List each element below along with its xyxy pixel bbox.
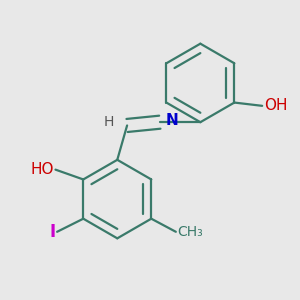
Text: HO: HO xyxy=(30,162,54,177)
Text: N: N xyxy=(166,113,178,128)
Text: I: I xyxy=(50,223,56,241)
Text: H: H xyxy=(104,115,114,129)
Text: OH: OH xyxy=(264,98,287,113)
Text: CH₃: CH₃ xyxy=(178,225,203,239)
